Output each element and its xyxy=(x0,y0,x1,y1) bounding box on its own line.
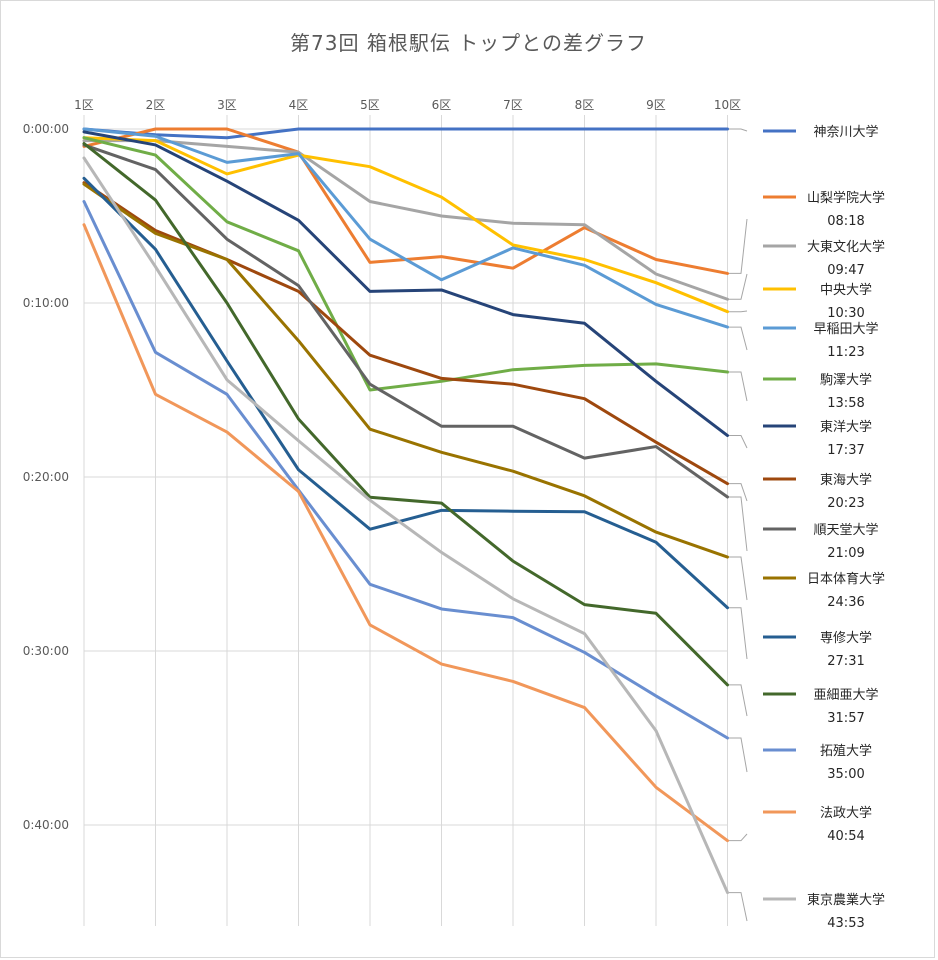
legend-time: 31:57 xyxy=(827,711,864,726)
legend-time: 24:36 xyxy=(827,595,864,610)
legend-leader-line xyxy=(727,833,748,842)
legend-leader-line xyxy=(727,371,748,402)
legend-name: 法政大学 xyxy=(820,805,872,821)
legend-name: 大東文化大学 xyxy=(807,239,885,255)
legend-time: 20:23 xyxy=(827,496,864,511)
legend-name: 順天堂大学 xyxy=(813,522,878,538)
legend-name: 中央大学 xyxy=(820,282,872,298)
x-tick-label: 1区 xyxy=(74,98,94,112)
legend-name: 東京農業大学 xyxy=(807,892,885,908)
x-axis-ticks: 1区 2区 3区 4区 5区 6区 7区 8区 9区 10区 xyxy=(74,98,741,112)
series-line xyxy=(82,200,729,740)
series-line xyxy=(82,130,729,438)
legend-name: 専修大学 xyxy=(820,630,872,646)
legend-leader-line xyxy=(727,435,748,449)
x-tick-label: 8区 xyxy=(575,98,595,112)
legend-leader-line xyxy=(727,128,748,132)
legend-time: 27:31 xyxy=(827,654,864,669)
series-line xyxy=(82,176,729,610)
legend-time: 11:23 xyxy=(827,345,864,360)
legend-leader-line xyxy=(727,556,748,601)
x-tick-label: 10区 xyxy=(714,98,741,112)
legend-time: 43:53 xyxy=(827,916,864,931)
chart-title: 第73回 箱根駅伝 トップとの差グラフ xyxy=(290,31,647,55)
y-axis-ticks: 0:00:00 0:10:00 0:20:00 0:30:00 0:40:00 xyxy=(23,122,69,832)
series-line xyxy=(82,143,729,499)
legend-name: 山梨学院大学 xyxy=(807,190,885,206)
legend-time: 17:37 xyxy=(827,443,864,458)
legend-name: 拓殖大学 xyxy=(820,743,872,759)
legend-time: 08:18 xyxy=(827,214,864,229)
legend-name: 東洋大学 xyxy=(820,419,872,435)
legend-time: 10:30 xyxy=(827,306,864,321)
x-tick-label: 5区 xyxy=(360,98,380,112)
series-line xyxy=(82,136,729,392)
series-line xyxy=(82,127,729,140)
series-line xyxy=(82,181,729,486)
legend-time: 13:58 xyxy=(827,396,864,411)
legend-leader-line xyxy=(727,218,748,274)
series-line xyxy=(82,156,729,895)
legend-leader-line xyxy=(727,483,748,502)
legend-leader-line xyxy=(727,326,748,351)
x-tick-label: 6区 xyxy=(432,98,452,112)
series-line xyxy=(82,182,729,559)
x-tick-label: 9区 xyxy=(646,98,666,112)
x-tick-label: 3区 xyxy=(217,98,237,112)
legend-name: 東海大学 xyxy=(820,472,872,488)
y-tick-label: 0:10:00 xyxy=(23,296,69,310)
legend-leader-line xyxy=(727,892,748,922)
legend-leader-line xyxy=(727,684,748,717)
y-tick-label: 0:00:00 xyxy=(23,122,69,136)
series-line xyxy=(82,142,729,687)
legend-leader-line xyxy=(727,496,748,552)
legend-leader-line xyxy=(727,737,748,773)
legend-time: 09:47 xyxy=(827,263,864,278)
series-lines xyxy=(82,127,729,895)
legend-name: 早稲田大学 xyxy=(813,321,878,337)
legend-leader-line xyxy=(727,310,748,313)
series-line xyxy=(82,127,729,329)
series-line xyxy=(82,136,729,314)
legend-name: 神奈川大学 xyxy=(813,124,878,140)
legend-leader-lines xyxy=(727,128,748,922)
y-tick-label: 0:30:00 xyxy=(23,644,69,658)
legend-time: 21:09 xyxy=(827,546,864,561)
legend-time: 35:00 xyxy=(827,767,864,782)
y-tick-label: 0:20:00 xyxy=(23,470,69,484)
series-line xyxy=(82,139,729,301)
legend-name: 亜細亜大学 xyxy=(813,687,878,703)
series-line xyxy=(82,223,729,843)
legend-leader-line xyxy=(727,607,748,660)
legend-name: 日本体育大学 xyxy=(807,571,885,587)
y-tick-label: 0:40:00 xyxy=(23,818,69,832)
legend-name: 駒澤大学 xyxy=(820,372,872,388)
x-tick-label: 4区 xyxy=(289,98,309,112)
x-tick-label: 7区 xyxy=(503,98,523,112)
legend-time: 40:54 xyxy=(827,829,864,844)
x-tick-label: 2区 xyxy=(146,98,166,112)
legend-leader-line xyxy=(727,273,748,300)
